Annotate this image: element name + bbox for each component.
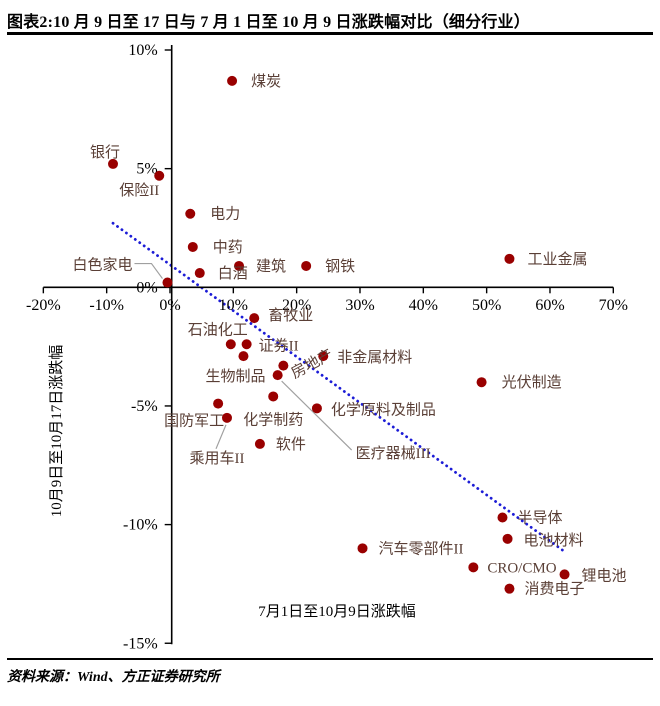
leader-line xyxy=(281,380,353,451)
scatter-point xyxy=(227,75,238,86)
point-label: 光伏制造 xyxy=(502,374,562,391)
point-label: 工业金属 xyxy=(527,251,587,268)
scatter-point xyxy=(357,543,368,554)
scatter-point xyxy=(187,241,198,252)
point-label: 消费电子 xyxy=(524,581,584,598)
scatter-point xyxy=(318,351,329,362)
x-tick-label: 30% xyxy=(345,297,374,314)
point-label: 白色家电 xyxy=(72,257,132,274)
point-label: 畜牧业 xyxy=(268,307,313,324)
point-label: 医疗器械III xyxy=(356,445,431,462)
scatter-point xyxy=(278,360,289,371)
y-tick-label: 0% xyxy=(136,279,157,296)
scatter-point xyxy=(468,562,479,573)
scatter-point xyxy=(504,253,515,264)
y-tick-label: -10% xyxy=(123,517,158,534)
x-tick-label: 10% xyxy=(219,297,248,314)
point-label: 电池材料 xyxy=(524,532,584,549)
y-tick-label: 5% xyxy=(136,161,157,178)
scatter-point xyxy=(225,339,236,350)
scatter-point xyxy=(272,370,283,381)
scatter-point xyxy=(254,438,265,449)
x-tick-label: 0% xyxy=(159,297,180,314)
x-tick-label: 60% xyxy=(535,297,564,314)
scatter-point xyxy=(559,569,570,580)
point-label: CRO/CMO xyxy=(487,560,556,576)
scatter-point xyxy=(108,158,119,169)
point-label: 锂电池 xyxy=(582,567,627,584)
point-label: 电力 xyxy=(210,206,240,223)
scatter-point xyxy=(502,533,513,544)
point-label: 白酒 xyxy=(218,265,248,282)
x-tick-label: 50% xyxy=(472,297,501,314)
point-label: 国防军工 xyxy=(164,413,224,430)
x-tick-label: 70% xyxy=(599,297,628,314)
point-label: 软件 xyxy=(276,436,306,453)
scatter-point xyxy=(162,277,173,288)
x-axis-title: 7月1日至10月9日涨跌幅 xyxy=(258,603,416,620)
point-label: 建筑 xyxy=(256,258,286,275)
scatter-point xyxy=(301,260,312,271)
scatter-point xyxy=(185,208,196,219)
footer-divider xyxy=(7,658,653,660)
scatter-point xyxy=(238,351,249,362)
chart-title: 图表2:10 月 9 日至 17 日与 7 月 1 日至 10 月 9 日涨跌幅… xyxy=(7,14,530,31)
scatter-point xyxy=(497,512,508,523)
scatter-point xyxy=(213,398,224,409)
scatter-point xyxy=(504,583,515,594)
scatter-point xyxy=(221,412,232,423)
scatter-point xyxy=(268,391,279,402)
source-note: 资料来源：Wind、方正证券研究所 xyxy=(7,670,220,685)
point-label: 证券II xyxy=(259,337,299,354)
x-tick-label: 20% xyxy=(282,297,311,314)
scatter-point xyxy=(476,377,487,388)
x-tick-label: -10% xyxy=(89,297,124,314)
point-label: 保险II xyxy=(119,182,159,199)
point-label: 非金属材料 xyxy=(337,349,412,366)
point-label: 石油化工 xyxy=(188,321,248,338)
scatter-point xyxy=(234,260,245,271)
point-label: 化学制药 xyxy=(243,411,303,428)
scatter-point xyxy=(154,170,165,181)
point-label: 汽车零部件II xyxy=(379,540,464,557)
scatter-point xyxy=(311,403,322,414)
leader-line xyxy=(134,262,163,279)
trendline xyxy=(111,221,565,553)
x-tick-label: 40% xyxy=(409,297,438,314)
leader-line xyxy=(215,424,227,450)
point-label: 煤炭 xyxy=(251,73,281,90)
title-divider xyxy=(7,32,653,35)
point-label: 乘用车II xyxy=(189,450,244,467)
point-label: 化学原料及制品 xyxy=(331,401,436,418)
point-label: 半导体 xyxy=(517,509,562,526)
point-label: 银行 xyxy=(90,144,120,161)
y-tick-label: -5% xyxy=(131,398,158,415)
scatter-point xyxy=(194,268,205,279)
point-label: 钢铁 xyxy=(325,258,355,275)
x-tick-label: -20% xyxy=(26,297,61,314)
y-axis-title: 10月9日至10月17日涨跌幅 xyxy=(48,345,65,518)
y-tick-label: 10% xyxy=(128,42,157,59)
point-label: 中药 xyxy=(213,239,243,256)
scatter-point xyxy=(241,339,252,350)
scatter-point xyxy=(249,313,260,324)
y-tick-label: -15% xyxy=(123,635,158,652)
point-label: 生物制品 xyxy=(205,368,265,385)
